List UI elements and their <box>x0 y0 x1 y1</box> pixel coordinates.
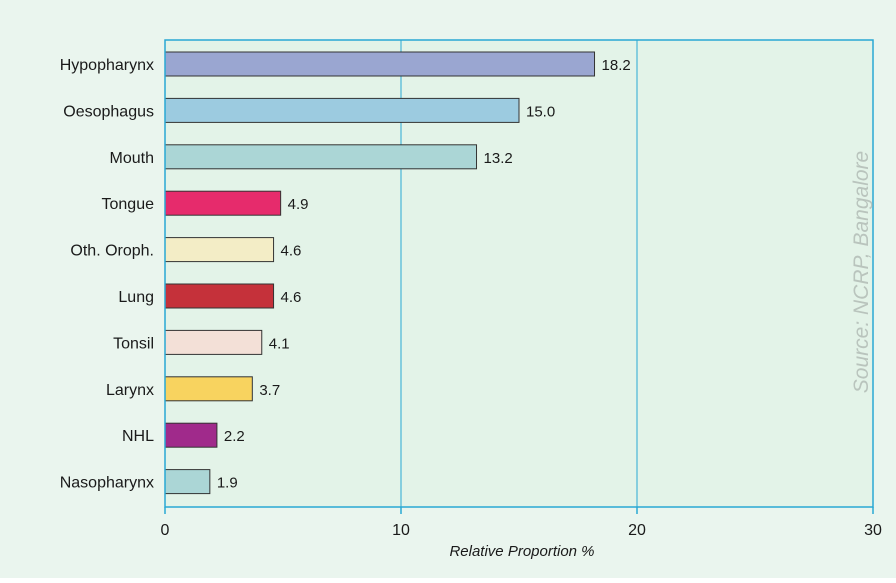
category-label: Mouth <box>110 150 154 167</box>
value-label: 4.9 <box>288 196 309 213</box>
category-label: Oth. Oroph. <box>70 243 154 260</box>
value-label: 4.6 <box>281 243 302 260</box>
bar-larynx <box>164 376 253 402</box>
bar-lung <box>164 283 275 309</box>
value-label: 1.9 <box>217 475 238 492</box>
axes-frame <box>164 39 874 514</box>
source-note: Source: NCRP, Bangalore <box>850 151 873 393</box>
category-label: NHL <box>122 428 154 445</box>
category-label: Lung <box>118 289 154 306</box>
x-axis-title: Relative Proportion % <box>449 543 594 560</box>
category-label: Tonsil <box>113 335 154 352</box>
x-tick-label: 10 <box>392 522 410 539</box>
value-label: 15.0 <box>526 103 555 120</box>
bar-mouth <box>164 144 478 170</box>
bar-oth-oroph <box>164 237 275 263</box>
bar-nasopharynx <box>164 469 211 495</box>
category-label: Tongue <box>102 196 155 213</box>
category-label: Hypopharynx <box>60 57 154 74</box>
bar-tonsil <box>164 329 263 355</box>
value-label: 2.2 <box>224 428 245 445</box>
x-tick-label: 20 <box>628 522 646 539</box>
value-label: 4.6 <box>281 289 302 306</box>
plot-border <box>164 39 874 508</box>
category-label: Oesophagus <box>63 103 154 120</box>
labels: Hypopharynx 18.2 Oesophagus 15.0 Mouth 13.2 To… <box>60 57 882 539</box>
value-label: 4.1 <box>269 335 290 352</box>
bar-oesophagus <box>164 97 520 123</box>
value-label: 3.7 <box>259 382 280 399</box>
value-label: 13.2 <box>484 150 513 167</box>
x-tick-label: 30 <box>864 522 882 539</box>
category-label: Nasopharynx <box>60 475 154 492</box>
bar-nhl <box>164 422 218 448</box>
x-tick-label: 0 <box>161 522 170 539</box>
bar-hypopharynx <box>164 51 596 77</box>
bar-tongue <box>164 190 282 216</box>
category-label: Larynx <box>106 382 154 399</box>
value-label: 18.2 <box>602 57 631 74</box>
